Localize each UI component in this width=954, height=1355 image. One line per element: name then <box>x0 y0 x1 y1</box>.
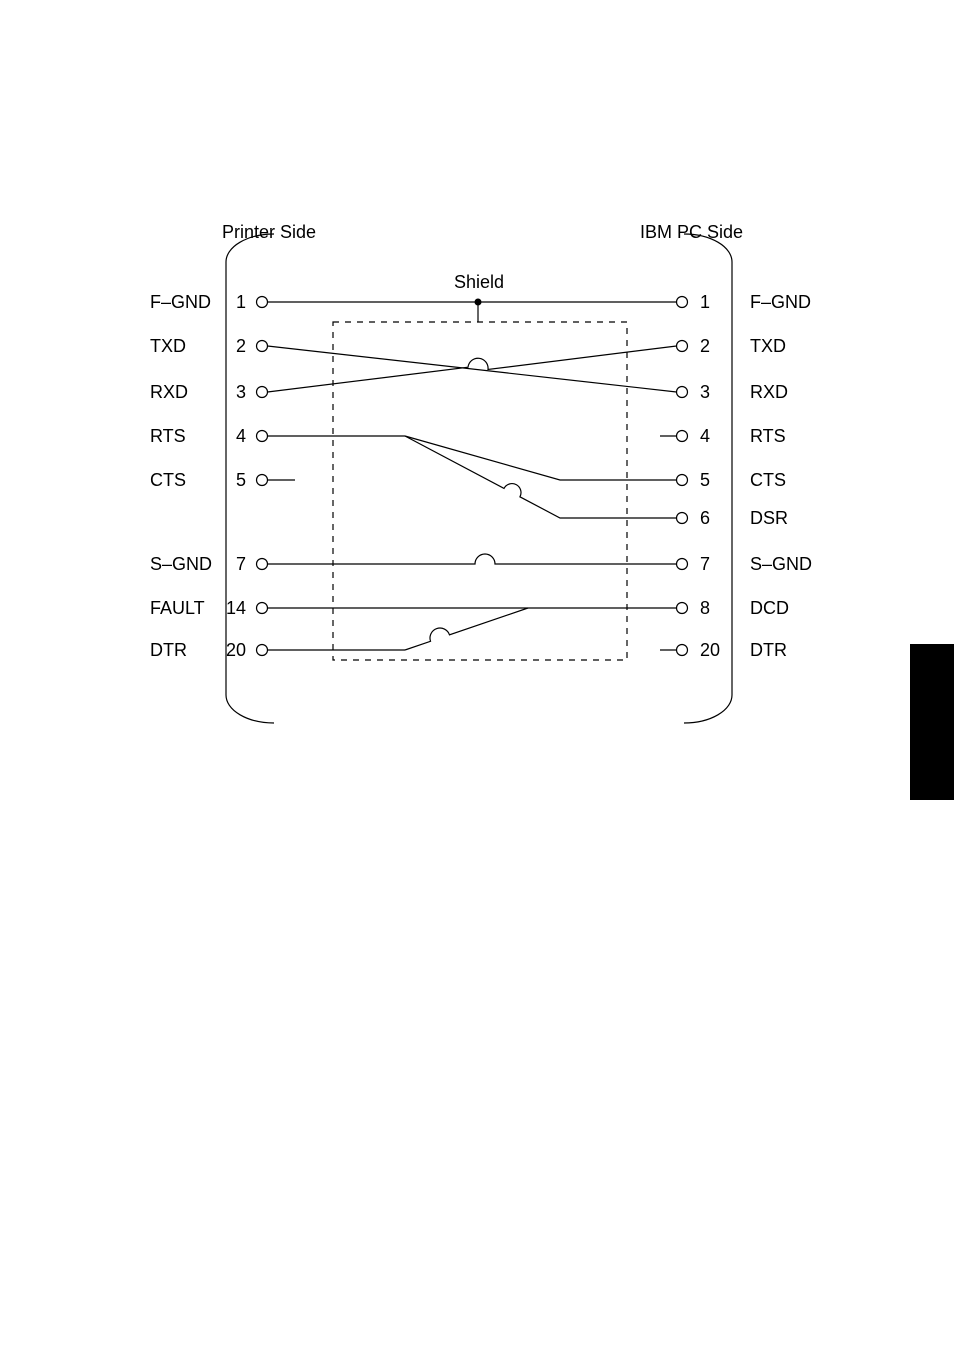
pin-label: DCD <box>750 598 789 618</box>
pin-number: 4 <box>700 426 710 446</box>
pin-circle <box>257 431 268 442</box>
shield-label: Shield <box>454 272 504 292</box>
pin-label: TXD <box>750 336 786 356</box>
wire <box>268 346 677 392</box>
pin-number: 3 <box>700 382 710 402</box>
pin-circle <box>257 603 268 614</box>
pin-number: 7 <box>236 554 246 574</box>
pin-number: 6 <box>700 508 710 528</box>
pin-number: 3 <box>236 382 246 402</box>
pin-circle <box>677 603 688 614</box>
right-header: IBM PC Side <box>640 222 743 242</box>
pin-label: RXD <box>150 382 188 402</box>
pin-circle <box>677 513 688 524</box>
pin-circle <box>257 475 268 486</box>
pin-circle <box>257 341 268 352</box>
pin-label: DTR <box>750 640 787 660</box>
pin-label: F–GND <box>750 292 811 312</box>
pin-label: F–GND <box>150 292 211 312</box>
pin-number: 4 <box>236 426 246 446</box>
pin-circle <box>257 559 268 570</box>
pin-number: 20 <box>226 640 246 660</box>
pin-label: S–GND <box>750 554 812 574</box>
pin-circle <box>677 645 688 656</box>
pin-number: 7 <box>700 554 710 574</box>
pin-number: 20 <box>700 640 720 660</box>
wire <box>405 608 528 650</box>
pin-circle <box>677 387 688 398</box>
pin-number: 2 <box>700 336 710 356</box>
pin-label: DSR <box>750 508 788 528</box>
pin-number: 1 <box>236 292 246 312</box>
pin-circle <box>677 431 688 442</box>
wiring-diagram: Printer Side IBM PC Side Shield 1 F–GND 2 TXD 3… <box>0 0 954 1355</box>
pin-label: CTS <box>150 470 186 490</box>
page: Printer Side IBM PC Side Shield 1 F–GND 2 TXD 3… <box>0 0 954 1355</box>
pin-label: RTS <box>750 426 786 446</box>
wire <box>268 554 677 564</box>
pin-circle <box>257 645 268 656</box>
pin-circle <box>677 475 688 486</box>
shield-box <box>333 322 627 660</box>
pin-label: RXD <box>750 382 788 402</box>
pin-label: RTS <box>150 426 186 446</box>
pin-number: 5 <box>700 470 710 490</box>
pin-number: 2 <box>236 336 246 356</box>
pin-circle <box>257 387 268 398</box>
pin-number: 5 <box>236 470 246 490</box>
pin-number: 14 <box>226 598 246 618</box>
pin-label: TXD <box>150 336 186 356</box>
left-header: Printer Side <box>222 222 316 242</box>
wire <box>405 436 677 518</box>
pin-circle <box>257 297 268 308</box>
pin-label: CTS <box>750 470 786 490</box>
pin-circle <box>677 341 688 352</box>
pin-label: DTR <box>150 640 187 660</box>
pin-number: 8 <box>700 598 710 618</box>
pin-label: FAULT <box>150 598 205 618</box>
pin-circle <box>677 559 688 570</box>
pin-label: S–GND <box>150 554 212 574</box>
pin-number: 1 <box>700 292 710 312</box>
pin-circle <box>677 297 688 308</box>
